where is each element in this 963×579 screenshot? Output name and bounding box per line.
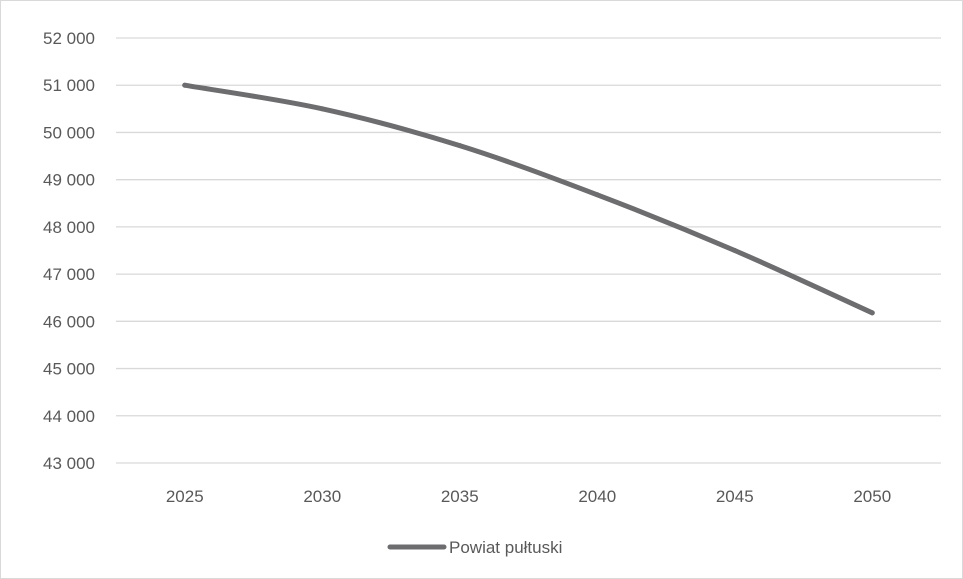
data-point (869, 310, 875, 316)
y-tick-label: 47 000 (43, 265, 95, 284)
x-tick-label: 2025 (166, 487, 204, 506)
data-point (594, 192, 600, 198)
y-tick-label: 52 000 (43, 29, 95, 48)
y-tick-label: 46 000 (43, 312, 95, 331)
legend: Powiat pułtuski (387, 538, 562, 557)
gridlines (116, 37, 941, 464)
y-axis: 43 000 44 000 45 000 46 000 47 000 48 000 49 0… (43, 29, 95, 473)
y-tick-label: 51 000 (43, 76, 95, 95)
x-tick-label: 2035 (441, 487, 479, 506)
legend-label: Powiat pułtuski (449, 538, 562, 557)
y-tick-label: 49 000 (43, 171, 95, 190)
data-point (319, 106, 325, 112)
x-tick-label: 2030 (303, 487, 341, 506)
x-tick-label: 2040 (578, 487, 616, 506)
y-tick-label: 43 000 (43, 454, 95, 473)
data-point (182, 82, 188, 88)
series-line (182, 82, 875, 316)
y-tick-label: 45 000 (43, 360, 95, 379)
x-tick-label: 2045 (716, 487, 754, 506)
data-point (732, 248, 738, 253)
y-tick-label: 48 000 (43, 218, 95, 237)
x-tick-label: 2050 (853, 487, 891, 506)
y-tick-label: 50 000 (43, 123, 95, 142)
series-layer (182, 82, 875, 316)
y-tick-label: 44 000 (43, 407, 95, 426)
data-point (457, 143, 463, 149)
x-axis: 2025 2030 2035 2040 2045 2050 (166, 487, 891, 506)
